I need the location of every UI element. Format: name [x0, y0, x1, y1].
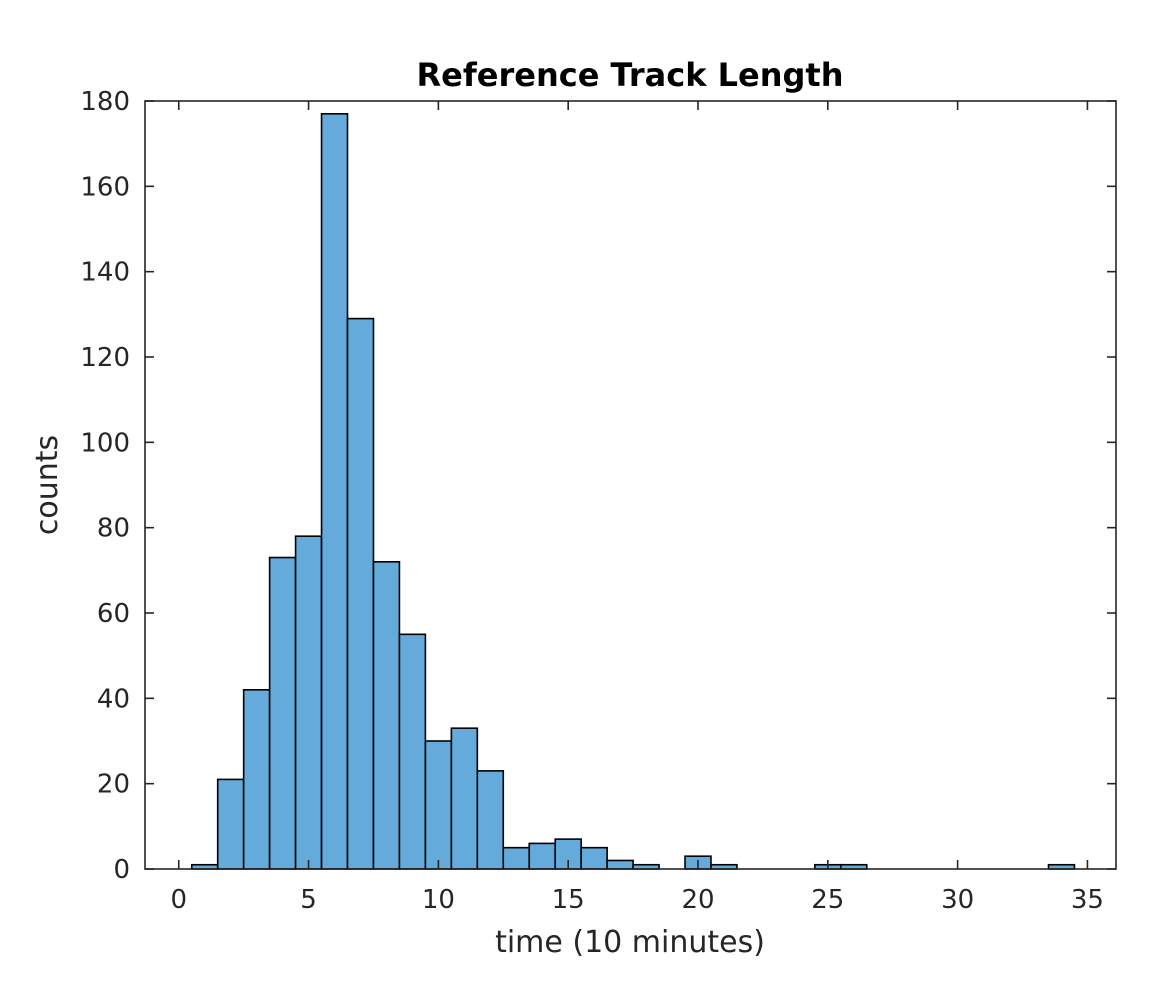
y-tick-label: 60	[97, 599, 130, 629]
y-tick-label: 100	[80, 428, 130, 458]
bars-layer	[190, 113, 1076, 870]
x-tick-label: 0	[170, 885, 187, 915]
histogram-bar	[502, 846, 531, 870]
histogram-bar	[242, 688, 271, 870]
histogram-bar	[268, 556, 297, 870]
x-axis-label: time (10 minutes)	[495, 925, 765, 960]
y-tick-label: 160	[80, 172, 130, 202]
x-tick-label: 15	[552, 885, 585, 915]
chart-title: Reference Track Length	[417, 56, 844, 94]
histogram-bar	[424, 740, 453, 870]
histogram-bar	[216, 778, 245, 870]
histogram-bar	[346, 317, 375, 870]
histogram-bar	[476, 770, 505, 870]
histogram-bar	[606, 859, 634, 870]
histogram-bar	[372, 560, 401, 870]
histogram-bar	[398, 633, 427, 870]
x-tick-label: 20	[681, 885, 714, 915]
y-tick-label: 20	[97, 770, 130, 800]
y-tick-label: 0	[113, 855, 130, 885]
histogram-bar	[528, 842, 557, 870]
x-tick-label: 30	[941, 885, 974, 915]
y-tick-label: 80	[97, 514, 130, 544]
ticks-layer: 0 5 10 15 20 25 30 35 0 20 40 60 80 100 120 140 160 180	[80, 87, 1116, 915]
y-tick-label: 40	[97, 684, 130, 714]
y-tick-label: 120	[80, 343, 130, 373]
x-tick-label: 10	[422, 885, 455, 915]
histogram-bar	[294, 535, 323, 870]
histogram-bar	[450, 727, 479, 870]
x-tick-label: 5	[300, 885, 317, 915]
x-tick-label: 35	[1071, 885, 1104, 915]
histogram-bar	[580, 846, 608, 870]
x-tick-label: 25	[811, 885, 844, 915]
y-axis-label: counts	[30, 435, 65, 535]
plot-frame	[144, 100, 1117, 870]
y-tick-label: 140	[80, 258, 130, 288]
y-tick-label: 180	[80, 87, 130, 117]
histogram-bar	[320, 113, 349, 870]
